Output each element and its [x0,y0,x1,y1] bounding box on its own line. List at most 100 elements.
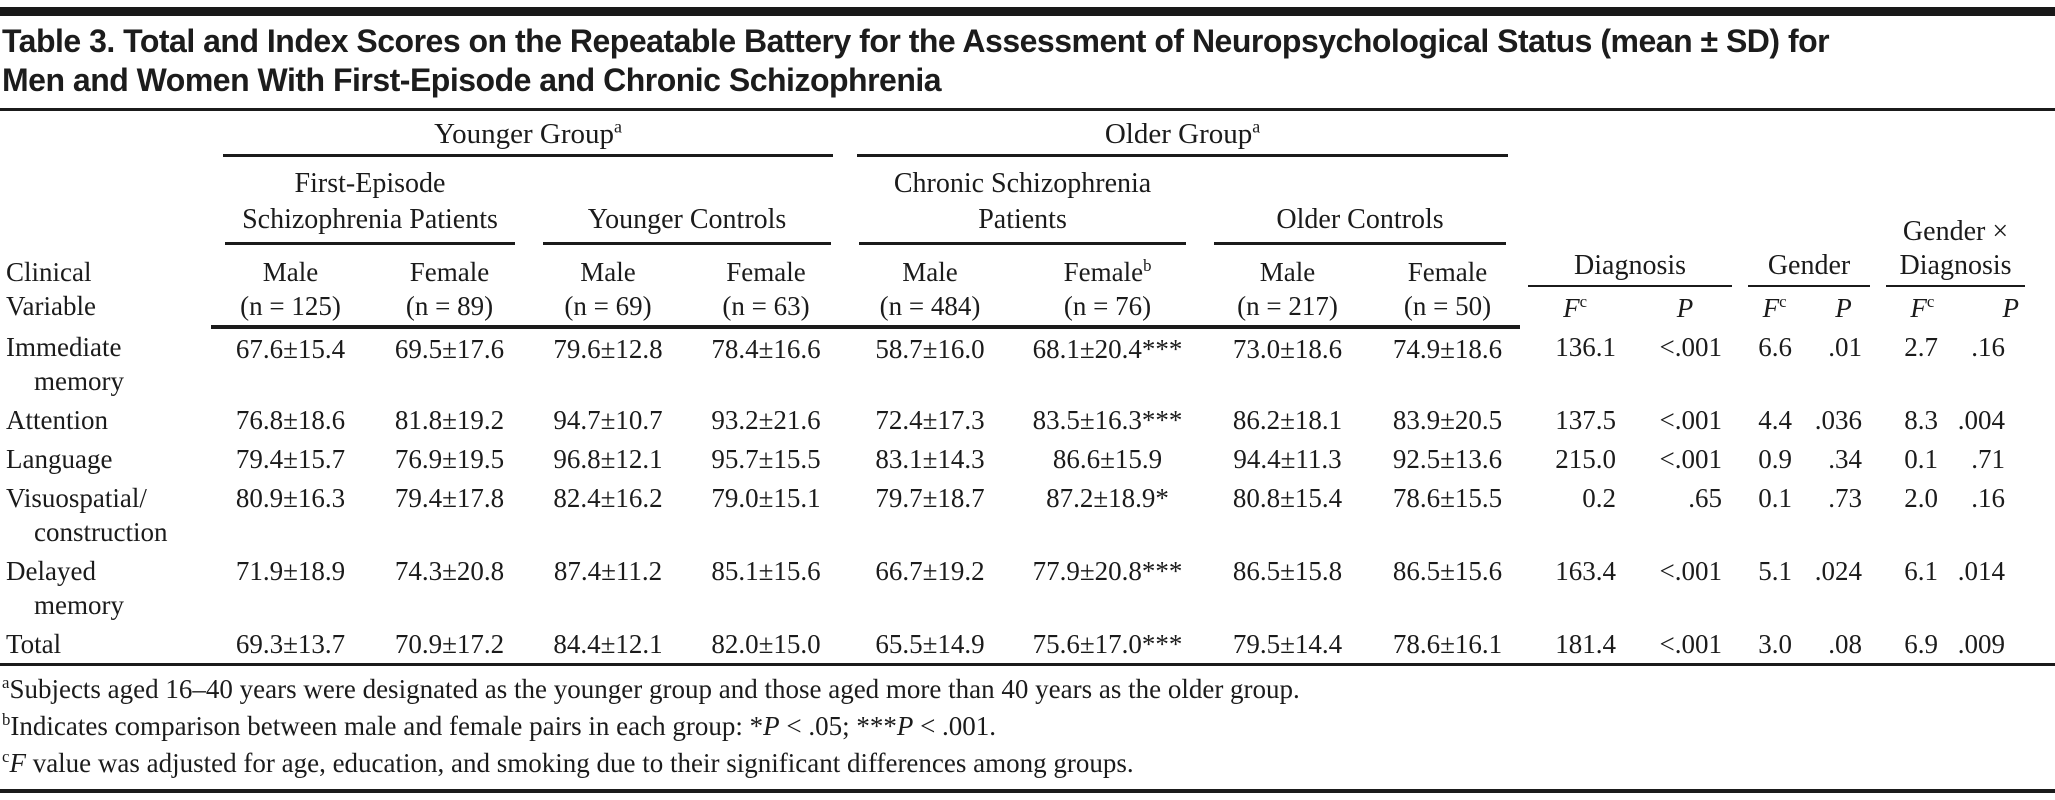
table-title-line2: Men and Women With First-Episode and Chr… [2,62,942,98]
f-header: Fc [1762,292,1787,323]
score-cell: 87.4±11.2 [553,556,663,586]
col-group-younger-controls: Younger Controls [529,157,845,245]
score-cell: 66.7±19.2 [875,556,985,586]
footnote: aSubjects aged 16–40 years were designat… [2,673,1300,704]
stat-cell: <.001 [1659,405,1723,435]
stat-cell: 0.1 [1904,444,1939,474]
score-cell: 70.9±17.2 [394,629,505,659]
f-p-subheader: Fc P [1878,287,2055,325]
table-row: Immediate memory 67.6±15.4 69.5±17.6 79.6±12… [0,327,2055,400]
stat-cell: 2.7 [1904,332,1939,362]
score-cell: 83.1±14.3 [875,444,985,474]
score-cell: 78.6±15.5 [1392,483,1503,513]
row-variable-line: Delayed [6,556,96,586]
score-cell: 79.5±14.4 [1232,629,1343,659]
stat-cell: .009 [1957,629,2006,659]
score-cell: 94.7±10.7 [553,405,663,435]
stat-cell: 4.4 [1758,405,1793,435]
row-variable-line: memory [34,366,124,396]
top-rule [0,7,2055,16]
score-cell: 73.0±18.6 [1232,334,1343,364]
col-header-female-yc: Female (n = 63) [687,245,846,329]
cohort-label: Younger Controls [543,202,832,245]
stat-cell: .71 [1971,444,2006,474]
score-cell: 67.6±15.4 [235,334,346,364]
stat-cell: 6.9 [1904,629,1939,659]
f-p-subheader: Fc P [1740,287,1878,325]
col-group-chronic-patients: Chronic Schizophrenia Patients [845,157,1200,245]
stat-cell: 137.5 [1555,405,1617,435]
row-variable-line: memory [34,590,124,620]
score-cell: 58.7±16.0 [875,334,985,364]
cohort-label: Chronic Schizophrenia Patients [859,166,1187,245]
score-cell: 86.5±15.8 [1232,556,1343,586]
col-group-younger-group: Younger Groupa [211,110,845,157]
stat-cell: .08 [1828,629,1863,659]
score-cell: 69.3±13.7 [235,629,346,659]
score-cell: 87.2±18.9* [1046,483,1169,513]
stat-cell: 6.1 [1904,556,1939,586]
stat-cell: .34 [1828,444,1863,474]
table-header: Clinical Variable Younger Groupa Older G… [0,110,2055,329]
score-cell: 77.9±20.8*** [1032,556,1183,586]
row-variable-label: Visuospatial/construction [0,478,211,551]
stat-cell: 8.3 [1904,405,1939,435]
stat-cell: <.001 [1659,332,1723,362]
score-cell: 94.4±11.3 [1233,444,1342,474]
score-cell: 92.5±13.6 [1392,444,1503,474]
score-cell: 83.5±16.3*** [1032,405,1183,435]
score-cell: 74.3±20.8 [394,556,505,586]
score-cell: 71.9±18.9 [235,556,346,586]
stat-cell: 5.1 [1758,556,1793,586]
stat-cell: .01 [1828,332,1863,362]
score-cell: 79.0±15.1 [711,483,821,513]
bottom-rule [0,789,2055,793]
stat-cell: <.001 [1659,629,1723,659]
score-cell: 65.5±14.9 [875,629,985,659]
f-header: Fc [1910,292,1935,323]
score-cell: 96.8±12.1 [553,444,663,474]
row-variable-label: Attention [0,400,211,439]
score-cell: 79.4±17.8 [394,483,505,513]
stat-cell: .65 [1688,483,1723,513]
stat-cell: 0.2 [1582,483,1617,513]
row-variable-line: Immediate [6,332,122,362]
row-variable-line: Total [6,629,62,659]
score-cell: 78.6±16.1 [1392,629,1503,659]
stat-cell: 163.4 [1555,556,1617,586]
stat-cell: 181.4 [1555,629,1617,659]
footnote: bIndicates comparison between male and f… [2,710,997,741]
score-cell: 78.4±16.6 [711,334,821,364]
cohort-label: First-Episode Schizophrenia Patients [225,166,515,245]
f-p-subheader: Fc P [1520,287,1740,325]
sex-n-row: Male (n = 125) Female (n = 89) Male (n =… [0,245,2055,329]
score-cell: 69.5±17.6 [394,334,505,364]
table-body: Immediate memory 67.6±15.4 69.5±17.6 79.6±12… [0,327,2055,665]
row-variable-label: Total [0,624,211,665]
stat-cell: 2.0 [1904,483,1939,513]
col-group-gender-x-diagnosis: Gender × Diagnosis Fc P [1878,157,2055,327]
p-header: P [1835,293,1852,323]
score-cell: 80.9±16.3 [235,483,346,513]
table-row: Language 79.4±15.7 76.9±19.5 96.8±12.1 95.7±… [0,439,2055,478]
score-cell: 80.8±15.4 [1232,483,1343,513]
score-cell: 86.6±15.9 [1052,444,1163,474]
footnotes: aSubjects aged 16–40 years were designat… [2,671,2055,782]
table-title-line1: Table 3. Total and Index Scores on the R… [2,23,1830,59]
stat-cell: <.001 [1659,444,1723,474]
stat-cell: .004 [1957,405,2006,435]
younger-group-label: Younger Groupa [223,117,834,157]
stat-cell: .16 [1971,332,2006,362]
stat-cell: .024 [1814,556,1863,586]
score-cell: 81.8±19.2 [394,405,505,435]
score-cell: 79.4±15.7 [235,444,346,474]
table-row: Attention 76.8±18.6 81.8±19.2 94.7±10.7 93.2… [0,400,2055,439]
corner-header-clinical-variable: Clinical Variable [0,110,211,328]
row-variable-line: construction [34,517,168,547]
col-group-first-episode-patients: First-Episode Schizophrenia Patients [211,157,529,245]
score-cell: 86.5±15.6 [1392,556,1503,586]
row-variable-line: Visuospatial/ [6,483,147,513]
stat-cell: .16 [1971,483,2006,513]
score-cell: 75.6±17.0*** [1032,629,1183,659]
